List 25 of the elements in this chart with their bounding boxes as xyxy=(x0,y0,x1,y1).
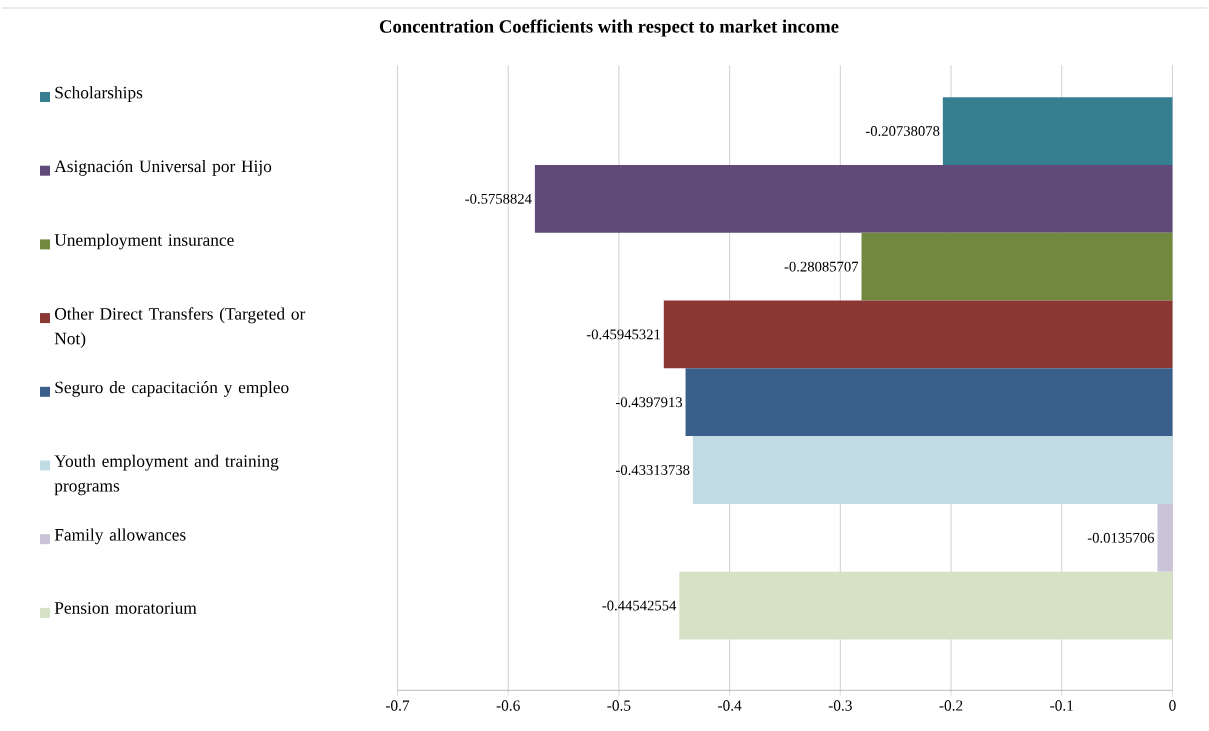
data-label: -0.45945321 xyxy=(586,329,660,340)
legend-label: Other Direct Transfers (Targeted or Not) xyxy=(54,307,306,348)
legend-label: Family allowances xyxy=(54,528,186,545)
chart-title: Concentration Coefficients with respect to market income xyxy=(379,19,839,37)
x-tick-label: 0 xyxy=(1169,700,1176,711)
data-label: -0.0135706 xyxy=(1087,532,1155,543)
legend-label: Asignación Universal por Hijo xyxy=(54,159,272,176)
data-label: -0.5758824 xyxy=(465,193,532,204)
data-label: -0.43313738 xyxy=(615,465,690,475)
x-tick-label: -0.2 xyxy=(939,700,963,711)
x-tick-label: -0.4 xyxy=(718,700,742,711)
data-label: -0.44542554 xyxy=(602,600,677,611)
x-tick-label: -0.1 xyxy=(1050,700,1073,711)
x-tick-label: -0.3 xyxy=(828,700,852,711)
legend-label: Pension moratorium xyxy=(54,602,197,614)
x-tick-label: -0.6 xyxy=(496,700,520,711)
data-label: -0.28085707 xyxy=(784,261,859,272)
legend-label: Youth employment and training programs xyxy=(54,454,279,496)
data-label: -0.20738078 xyxy=(865,126,940,137)
legend-label: Seguro de capacitación y empleo xyxy=(55,381,289,397)
x-tick-label: -0.5 xyxy=(607,700,631,711)
legend-label: Scholarships xyxy=(55,86,143,102)
x-tick-label: -0.7 xyxy=(385,700,410,711)
legend-label: Unemployment insurance xyxy=(54,233,234,250)
data-label: -0.4397913 xyxy=(615,397,683,408)
